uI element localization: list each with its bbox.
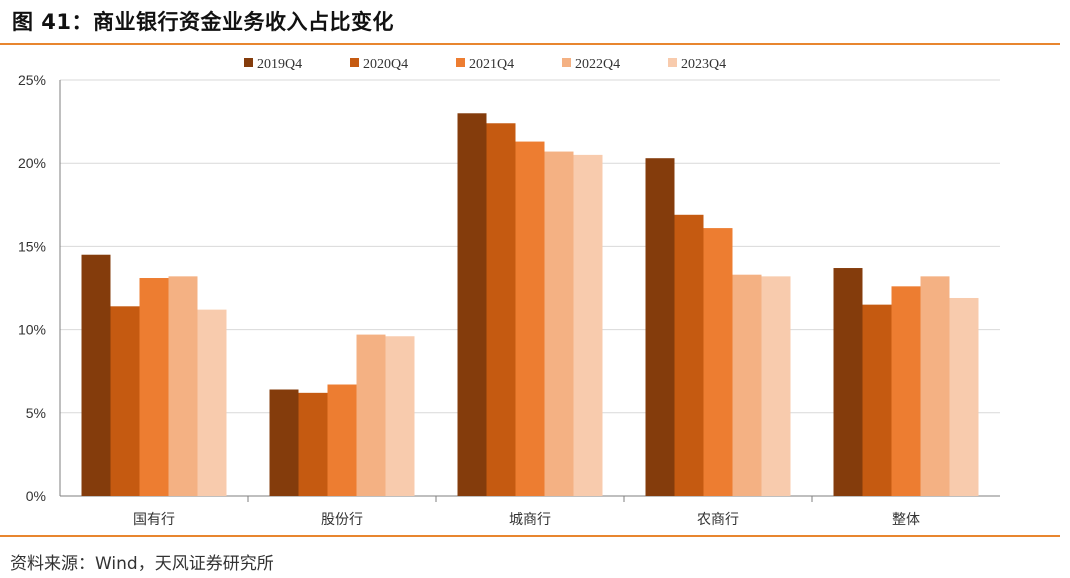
- bar-2021Q4-1: [327, 384, 357, 496]
- legend-swatch-2019Q4: [244, 58, 253, 67]
- y-tick-label: 5%: [26, 405, 46, 421]
- bar-2019Q4-0: [81, 254, 111, 496]
- legend-swatch-2023Q4: [668, 58, 677, 67]
- x-tick-label: 国有行: [133, 512, 175, 528]
- bar-2021Q4-0: [139, 278, 169, 496]
- y-tick-label: 25%: [18, 72, 46, 88]
- bar-2019Q4-1: [269, 389, 299, 496]
- bar-2020Q4-4: [862, 304, 892, 496]
- bar-2020Q4-0: [110, 306, 140, 496]
- legend: 2019Q4 2020Q4 2021Q4 2022Q4 2023Q4: [244, 57, 726, 72]
- source-note: 资料来源：Wind，天风证券研究所: [10, 554, 274, 574]
- x-tick-label: 城商行: [509, 512, 551, 528]
- bar-chart: 0%5%10%15%20%25% 国有行 股份行 城商行 农商行 整体 2019Q4 20…: [18, 57, 1000, 528]
- bar-2022Q4-4: [920, 276, 950, 496]
- bar-2023Q4-1: [385, 336, 415, 496]
- legend-label-2023Q4: 2023Q4: [681, 57, 726, 72]
- bar-2022Q4-0: [168, 276, 198, 496]
- bar-2023Q4-4: [949, 297, 979, 496]
- bar-2021Q4-3: [703, 228, 733, 496]
- bar-2022Q4-1: [356, 334, 386, 496]
- x-axis-ticks: 国有行 股份行 城商行 农商行 整体: [133, 496, 920, 528]
- bar-2019Q4-3: [645, 158, 675, 496]
- bar-2023Q4-0: [197, 309, 227, 496]
- y-tick-label: 15%: [18, 238, 46, 254]
- bar-2019Q4-4: [833, 268, 863, 496]
- bar-2019Q4-2: [457, 113, 487, 496]
- bars: [81, 113, 979, 496]
- bar-2022Q4-3: [732, 274, 762, 496]
- legend-label-2022Q4: 2022Q4: [575, 57, 620, 72]
- legend-label-2019Q4: 2019Q4: [257, 57, 302, 72]
- top-divider: [0, 43, 1060, 45]
- bar-2021Q4-2: [515, 141, 545, 496]
- bottom-divider: [0, 535, 1060, 537]
- y-tick-label: 0%: [26, 488, 46, 504]
- bar-2023Q4-2: [573, 154, 603, 496]
- y-tick-label: 20%: [18, 155, 46, 171]
- bar-2022Q4-2: [544, 151, 574, 496]
- bar-2023Q4-3: [761, 276, 791, 496]
- x-tick-label: 农商行: [697, 512, 739, 528]
- legend-swatch-2022Q4: [562, 58, 571, 67]
- legend-swatch-2020Q4: [350, 58, 359, 67]
- bar-2020Q4-2: [486, 123, 516, 496]
- figure-title: 图 41：商业银行资金业务收入占比变化: [12, 10, 395, 34]
- bar-2020Q4-3: [674, 214, 704, 496]
- x-tick-label: 股份行: [321, 512, 363, 528]
- legend-label-2021Q4: 2021Q4: [469, 57, 514, 72]
- y-axis-ticks: 0% 5% 10% 15% 20% 25%: [18, 72, 46, 504]
- bar-2020Q4-1: [298, 392, 328, 496]
- y-tick-label: 10%: [18, 322, 46, 338]
- legend-label-2020Q4: 2020Q4: [363, 57, 408, 72]
- bar-2021Q4-4: [891, 286, 921, 496]
- legend-swatch-2021Q4: [456, 58, 465, 67]
- x-tick-label: 整体: [892, 512, 920, 528]
